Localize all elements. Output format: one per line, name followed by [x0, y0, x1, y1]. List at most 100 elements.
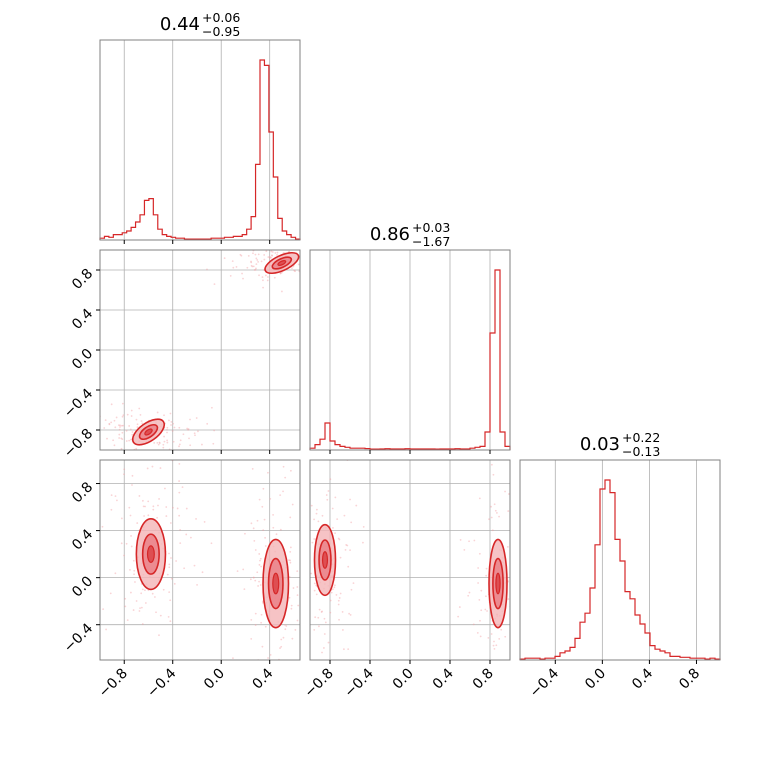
- scatter-point: [289, 546, 292, 549]
- scatter-point: [266, 279, 269, 282]
- scatter-point: [165, 506, 168, 508]
- scatter-point: [463, 549, 466, 551]
- scatter-point: [118, 437, 121, 439]
- scatter-point: [485, 574, 488, 577]
- scatter-point: [258, 563, 261, 566]
- scatter-point: [259, 559, 261, 562]
- scatter-point: [120, 437, 123, 440]
- scatter-point: [480, 609, 483, 612]
- scatter-point: [130, 535, 132, 537]
- scatter-point: [147, 500, 150, 503]
- scatter-point: [179, 542, 182, 545]
- scatter-point: [123, 473, 125, 476]
- histogram-step: [519, 479, 721, 660]
- scatter-point: [480, 589, 483, 592]
- scatter-point: [169, 522, 172, 524]
- contour-level-core: [321, 551, 329, 569]
- scatter-point: [313, 628, 316, 631]
- scatter-point: [264, 625, 267, 628]
- scatter-point: [144, 505, 146, 508]
- scatter-point: [327, 641, 330, 644]
- scatter-point: [304, 573, 306, 575]
- scatter-point: [327, 490, 330, 492]
- scatter-point: [317, 616, 320, 619]
- scatter-point: [349, 549, 351, 552]
- title-value: 0.03: [580, 434, 620, 455]
- scatter-point: [288, 559, 290, 562]
- scatter-point: [321, 610, 323, 613]
- scatter-point: [301, 478, 303, 480]
- scatter-point: [110, 403, 113, 406]
- scatter-point: [155, 611, 157, 614]
- scatter-point: [267, 276, 269, 278]
- scatter-point: [135, 418, 138, 421]
- scatter-point: [326, 257, 328, 259]
- scatter-point: [255, 257, 258, 260]
- scatter-point: [158, 441, 161, 444]
- scatter-point: [124, 597, 127, 600]
- scatter-point: [311, 541, 314, 544]
- scatter-point: [271, 254, 273, 257]
- scatter-point: [330, 229, 332, 231]
- scatter-point: [164, 487, 166, 490]
- scatter-point: [272, 526, 275, 529]
- scatter-point: [313, 518, 315, 521]
- scatter-point: [320, 611, 323, 613]
- scatter-point: [138, 495, 141, 497]
- scatter-point: [306, 256, 308, 258]
- scatter-point: [263, 258, 266, 261]
- scatter-point: [316, 270, 318, 272]
- scatter-point: [169, 599, 172, 602]
- scatter-point: [270, 256, 273, 259]
- scatter-point: [101, 525, 104, 528]
- scatter-point: [337, 603, 340, 606]
- scatter-point: [504, 490, 506, 493]
- scatter-point: [323, 283, 325, 285]
- scatter-point: [143, 515, 145, 517]
- scatter-point: [308, 669, 310, 671]
- scatter-point: [337, 599, 340, 602]
- scatter-point: [305, 587, 307, 589]
- scatter-point: [265, 660, 267, 662]
- scatter-point: [169, 412, 172, 415]
- scatter-point: [326, 498, 329, 501]
- scatter-point: [291, 267, 293, 270]
- scatter-point: [349, 498, 351, 501]
- scatter-point: [178, 463, 181, 465]
- scatter-point: [271, 251, 274, 253]
- scatter-point: [196, 456, 198, 458]
- scatter-point: [333, 586, 336, 589]
- scatter-point: [261, 505, 264, 508]
- scatter-point: [262, 487, 265, 490]
- scatter-point: [136, 423, 139, 426]
- scatter-point: [195, 417, 198, 419]
- scatter-point: [175, 560, 178, 562]
- scatter-point: [165, 515, 168, 517]
- scatter-point: [123, 554, 125, 557]
- scatter-point: [279, 272, 282, 275]
- scatter-point: [274, 252, 277, 254]
- scatter-point: [476, 631, 479, 634]
- title-value: 0.44: [160, 14, 200, 35]
- scatter-point: [289, 561, 292, 564]
- scatter-point: [246, 266, 249, 269]
- scatter-point: [325, 494, 328, 496]
- scatter-point: [188, 437, 190, 440]
- scatter-point: [141, 422, 144, 425]
- scatter-point: [472, 623, 475, 626]
- scatter-point: [160, 456, 162, 458]
- scatter-point: [133, 573, 135, 576]
- scatter-point: [155, 664, 157, 666]
- scatter-point: [203, 521, 206, 523]
- scatter-point: [279, 528, 282, 531]
- panels: −0.4 0.0 0.4 0.8−0.8−0.40.00.40.8−0.8 −0.4 0.…: [61, 39, 721, 701]
- scatter-point: [188, 456, 190, 458]
- scatter-point: [170, 577, 173, 580]
- scatter-point: [119, 426, 121, 428]
- scatter-point: [289, 469, 292, 472]
- scatter-point: [250, 261, 253, 264]
- x-tick-label: 0.8: [470, 666, 497, 693]
- scatter-point: [321, 514, 324, 517]
- scatter-point: [282, 490, 284, 493]
